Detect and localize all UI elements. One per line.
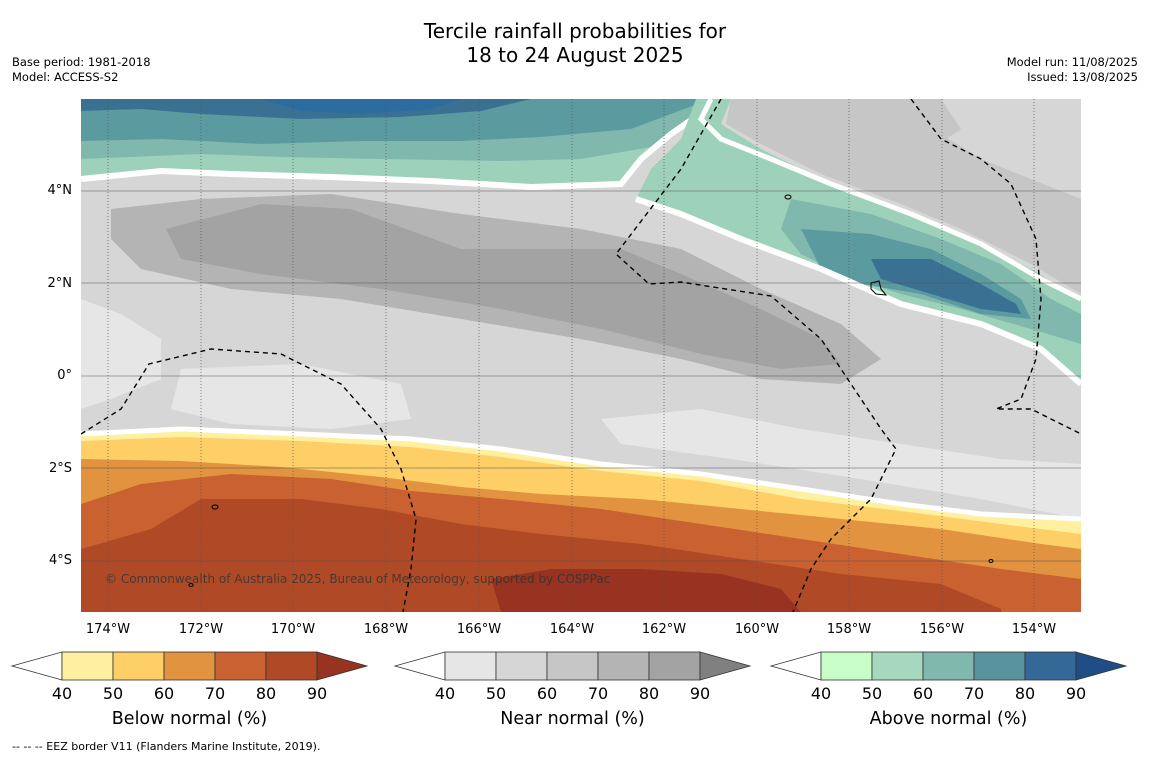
cb-near-tick: 70 xyxy=(587,684,609,703)
model-run: Model run: 11/08/2025 xyxy=(1006,55,1138,69)
cb-above-tick: 40 xyxy=(810,684,832,703)
title-line-2: 18 to 24 August 2025 xyxy=(466,43,684,67)
white-contour-ne-upper xyxy=(697,99,1081,302)
cb-near-tick: 60 xyxy=(536,684,558,703)
meta-right: Model run: 11/08/2025 Issued: 13/08/2025 xyxy=(1007,55,1138,85)
cb-below-tick: 40 xyxy=(51,684,73,703)
lat-tick-4s: 4°S xyxy=(48,553,72,568)
issued-date: Issued: 13/08/2025 xyxy=(1027,70,1138,84)
lon-tick-162w: 162°W xyxy=(641,622,687,637)
above-normal-ne-band-80 xyxy=(871,259,1021,314)
lon-tick-172w: 172°W xyxy=(178,622,224,637)
above-normal-north-band-90 xyxy=(261,99,461,114)
cb-near-tick: 50 xyxy=(485,684,507,703)
colorbar-near-label: Near normal (%) xyxy=(500,709,645,729)
cb-above-tick: 50 xyxy=(861,684,883,703)
near-normal-40-patch-mid xyxy=(171,364,411,429)
cb-below-tick: 90 xyxy=(306,684,328,703)
base-period: Base period: 1981-2018 xyxy=(12,55,151,69)
lon-tick-166w: 166°W xyxy=(456,622,502,637)
eez-borders xyxy=(81,99,1081,612)
cb-below-tick: 50 xyxy=(102,684,124,703)
lat-tick-2s: 2°S xyxy=(48,461,72,476)
colorbar-below-normal xyxy=(10,651,369,681)
below-normal-80-band xyxy=(81,499,1001,612)
map-gridlines xyxy=(81,190,1081,562)
near-normal-40-patch-west xyxy=(81,299,161,409)
white-contour-ne xyxy=(635,196,1081,387)
island-outlines xyxy=(188,194,994,587)
colorbar-below-label: Below normal (%) xyxy=(111,709,268,729)
colorbar-above-normal xyxy=(769,651,1128,681)
below-normal-90-band xyxy=(491,569,801,612)
lat-tick-2n: 2°N xyxy=(47,276,73,291)
cb-near-tick: 80 xyxy=(638,684,660,703)
cb-near-tick: 40 xyxy=(434,684,456,703)
colorbar-above-label: Above normal (%) xyxy=(869,709,1028,729)
lon-tick-154w: 154°W xyxy=(1011,622,1057,637)
cb-below-tick: 60 xyxy=(153,684,175,703)
lon-tick-164w: 164°W xyxy=(549,622,595,637)
lon-tick-168w: 168°W xyxy=(363,622,409,637)
cb-above-tick: 80 xyxy=(1014,684,1036,703)
eez-legend-note: -- -- -- EEZ border V11 (Flanders Marine… xyxy=(12,740,321,753)
map-copyright: © Commonwealth of Australia 2025, Bureau… xyxy=(105,572,611,586)
lon-tick-174w: 174°W xyxy=(85,622,131,637)
meta-left: Base period: 1981-2018 Model: ACCESS-S2 xyxy=(12,55,151,85)
model-name: Model: ACCESS-S2 xyxy=(12,70,119,84)
near-normal-ne-60 xyxy=(821,99,961,149)
white-contour-south xyxy=(81,426,1081,522)
title-line-1: Tercile rainfall probabilities for xyxy=(423,19,727,43)
probability-map xyxy=(81,99,1081,612)
lon-tick-156w: 156°W xyxy=(919,622,965,637)
map-title: Tercile rainfall probabilities for 18 to… xyxy=(0,19,1150,67)
near-normal-80-band xyxy=(166,204,841,369)
white-contour-north xyxy=(81,99,723,191)
near-normal-40-patch-south xyxy=(601,409,1081,519)
near-normal-ne-corner-light xyxy=(931,99,1081,199)
cb-above-tick: 70 xyxy=(963,684,985,703)
cb-above-tick: 60 xyxy=(912,684,934,703)
colorbar-near-normal xyxy=(393,651,752,681)
colorbars xyxy=(10,651,1128,681)
lat-tick-4n: 4°N xyxy=(47,183,73,198)
cb-below-tick: 80 xyxy=(255,684,277,703)
lon-tick-170w: 170°W xyxy=(270,622,316,637)
cb-above-tick: 90 xyxy=(1065,684,1087,703)
lon-tick-158w: 158°W xyxy=(826,622,872,637)
lon-tick-160w: 160°W xyxy=(734,622,780,637)
lat-tick-0: 0° xyxy=(57,368,72,383)
cb-near-tick: 90 xyxy=(689,684,711,703)
cb-below-tick: 70 xyxy=(204,684,226,703)
